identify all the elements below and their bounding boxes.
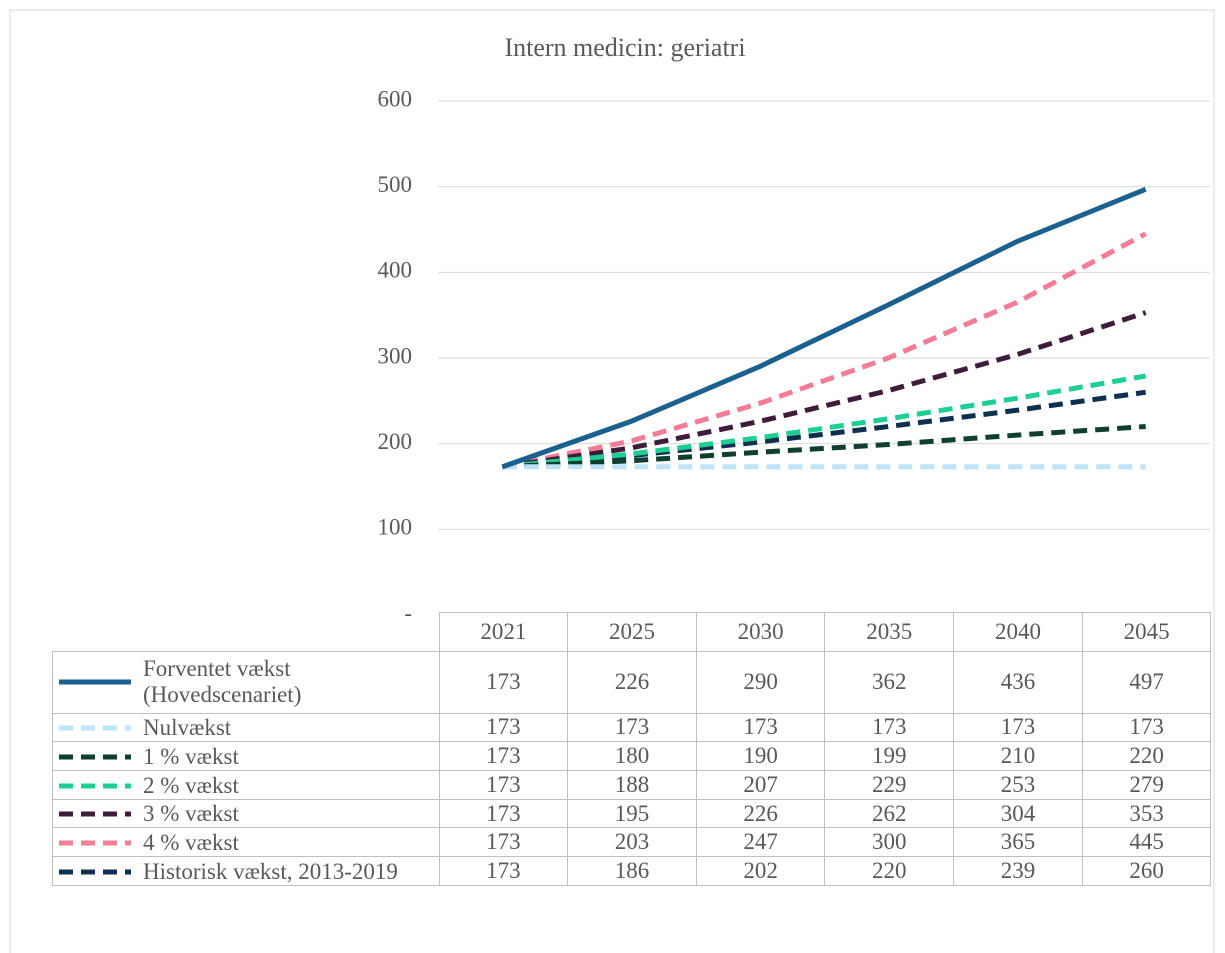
value-cell: 173 [438,798,569,829]
value-cell: 199 [824,741,955,771]
value-cell: 190 [695,741,826,771]
y-tick-label: 600 [378,86,413,111]
value-cell: 497 [1081,650,1212,714]
legend-label: Nulvækst [143,715,232,741]
legend-label: 1 % vækst [143,743,239,769]
value-cell: 445 [1081,827,1212,858]
legend-swatch [59,811,131,817]
legend-cell: 4 % vækst [52,827,440,858]
table-row: 2 % vækst 173 188 207 229 253 279 [52,769,1212,800]
column-header: 2025 [567,612,697,652]
y-tick-label: 400 [378,258,413,283]
table-row: 1 % vækst 173 180 190 199 210 220 [52,741,1212,771]
value-cell: 186 [567,856,697,886]
value-cell: 173 [438,741,569,771]
value-cell: 173 [438,769,569,800]
y-tick-label: 100 [378,515,413,540]
value-cell: 173 [695,712,826,743]
legend-label: 4 % vækst [143,830,239,856]
value-cell: 188 [567,769,697,800]
value-cell: 180 [567,741,697,771]
value-cell: 353 [1081,798,1212,829]
value-cell: 262 [824,798,955,829]
legend-cell: 3 % vækst [52,798,440,829]
value-cell: 210 [953,741,1083,771]
column-header: 2045 [1081,612,1212,652]
table-row: Nulvækst 173 173 173 173 173 173 [52,712,1212,743]
value-cell: 173 [824,712,955,743]
legend-cell: Forventet vækst (Hovedscenariet) [52,650,440,714]
y-tick-label: 300 [378,343,413,368]
y-tick-label: - [404,600,412,625]
table-row: Forventet vækst (Hovedscenariet) 173 226 29… [52,650,1212,714]
series-line [501,231,1147,470]
value-cell: 300 [824,827,955,858]
column-header: 2035 [824,612,955,652]
header-row: 2021 2025 2030 2035 2040 2045 [53,612,1212,652]
y-tick-label: 200 [378,429,413,454]
legend-swatch [59,679,131,685]
value-cell: 253 [953,769,1083,800]
value-cell: 279 [1081,769,1212,800]
value-cell: 195 [567,798,697,829]
legend-swatch [59,754,131,760]
value-cell: 202 [695,856,826,886]
table-row: 3 % vækst 173 195 226 262 304 353 [52,798,1212,829]
value-cell: 173 [567,712,697,743]
value-cell: 362 [824,650,955,714]
value-cell: 290 [695,650,826,714]
value-cell: 260 [1081,856,1212,886]
series-line [502,373,1147,470]
legend-swatch [59,725,131,731]
chart-border [9,9,1215,953]
series-line [502,389,1147,470]
value-cell: 365 [953,827,1083,858]
legend-swatch [59,783,131,789]
corner-cell [53,613,440,652]
column-header: 2040 [953,612,1083,652]
value-cell: 304 [953,798,1083,829]
value-cell: 226 [567,650,697,714]
legend-label: 3 % vækst [143,801,239,827]
legend-label: 2 % vækst [143,772,239,798]
value-cell: 173 [438,650,569,714]
value-cell: 173 [438,856,569,886]
value-cell: 436 [953,650,1083,714]
value-cell: 220 [1081,741,1212,771]
chart-title: Intern medicin: geriatri [504,33,745,62]
value-cell: 239 [953,856,1083,886]
value-cell: 203 [567,827,697,858]
legend-cell: Nulvækst [52,712,440,743]
data-table: 2021 2025 2030 2035 2040 2045 Forventet vækst … [52,612,1212,886]
value-cell: 207 [695,769,826,800]
value-cell: 173 [953,712,1083,743]
table-row: 4 % vækst 173 203 247 300 365 445 [52,827,1212,858]
table-row: Historisk vækst, 2013-2019 173 186 202 220 23… [52,856,1212,886]
value-cell: 226 [695,798,826,829]
value-cell: 247 [695,827,826,858]
y-tick-label: 500 [378,172,413,197]
value-cell: 229 [824,769,955,800]
value-cell: 173 [438,827,569,858]
legend-label: Historisk vækst, 2013-2019 [143,858,398,884]
value-cell: 173 [438,712,569,743]
column-header: 2030 [695,612,826,652]
legend-cell: 1 % vækst [52,741,440,771]
value-cell: 220 [824,856,955,886]
legend-cell: Historisk vækst, 2013-2019 [52,856,440,886]
series-line [502,424,1146,470]
legend-swatch [59,840,131,846]
value-cell: 173 [1081,712,1212,743]
legend-label: Forventet vækst (Hovedscenariet) [143,656,302,707]
column-header: 2021 [438,612,569,652]
legend-cell: 2 % vækst [52,769,440,800]
legend-swatch [59,869,131,875]
series-line [501,186,1147,470]
